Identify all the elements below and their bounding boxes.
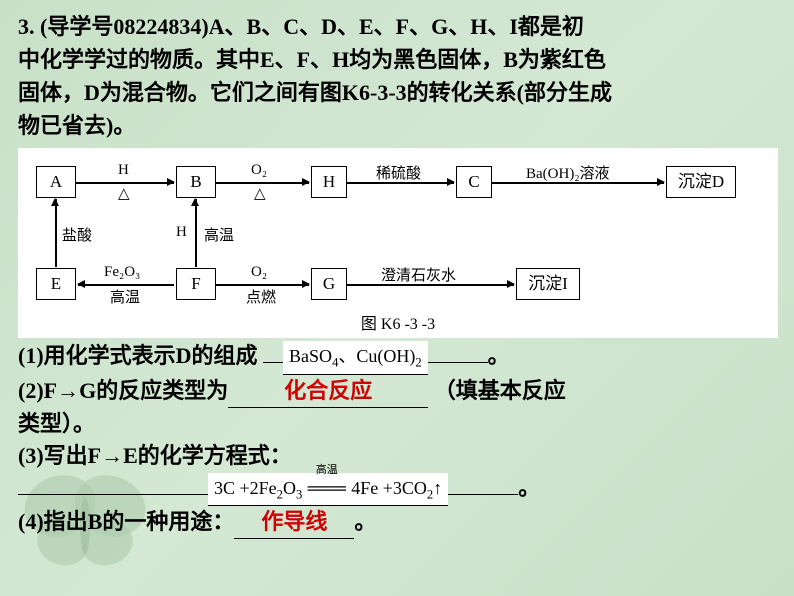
arrow-EA (55, 199, 57, 267)
subq-1: (1)用化学式表示D的组成 BaSO4、Cu(OH)2。 (18, 340, 776, 375)
subq-4: (4)指出B的一种用途：作导线。 (18, 506, 776, 539)
diagram-caption: 图 K6 -3 -3 (26, 308, 770, 334)
guide-number: (导学号08224834) (40, 14, 209, 39)
arrow-FB (195, 199, 197, 267)
node-E: E (36, 268, 76, 300)
sub-questions: (1)用化学式表示D的组成 BaSO4、Cu(OH)2。 (2)F→G的反应类型… (18, 340, 776, 539)
diagram-container: A B H C 沉淀D E F G 沉淀I H △ O₂ △ 稀硫酸 Ba(OH… (18, 148, 778, 338)
node-C: C (456, 166, 492, 198)
node-D: 沉淀D (666, 166, 736, 198)
page-content: 3. (导学号08224834)A、B、C、D、E、F、G、H、I都是初 中化学… (0, 0, 794, 549)
question-number: 3. (18, 14, 35, 39)
node-H: H (311, 166, 347, 198)
node-G: G (311, 268, 347, 300)
answer-4: 作导线 (261, 509, 327, 534)
node-A: A (36, 166, 76, 198)
subq-3: (3)写出F→E的化学方程式： 3C +2Fe2O3 高温═══ 4Fe +3C… (18, 440, 776, 507)
node-B: B (176, 166, 216, 198)
answer-1: BaSO4、Cu(OH)2 (283, 341, 428, 375)
question-stem: 3. (导学号08224834)A、B、C、D、E、F、G、H、I都是初 中化学… (18, 10, 776, 142)
answer-3: 3C +2Fe2O3 高温═══ 4Fe +3CO2↑ (208, 473, 448, 507)
node-F: F (176, 268, 216, 300)
node-I: 沉淀I (516, 268, 580, 300)
subq-2: (2)F→G的反应类型为化合反应 （填基本反应 类型）。 (18, 375, 776, 440)
answer-2: 化合反应 (284, 378, 372, 403)
flowchart: A B H C 沉淀D E F G 沉淀I H △ O₂ △ 稀硫酸 Ba(OH… (26, 158, 770, 308)
